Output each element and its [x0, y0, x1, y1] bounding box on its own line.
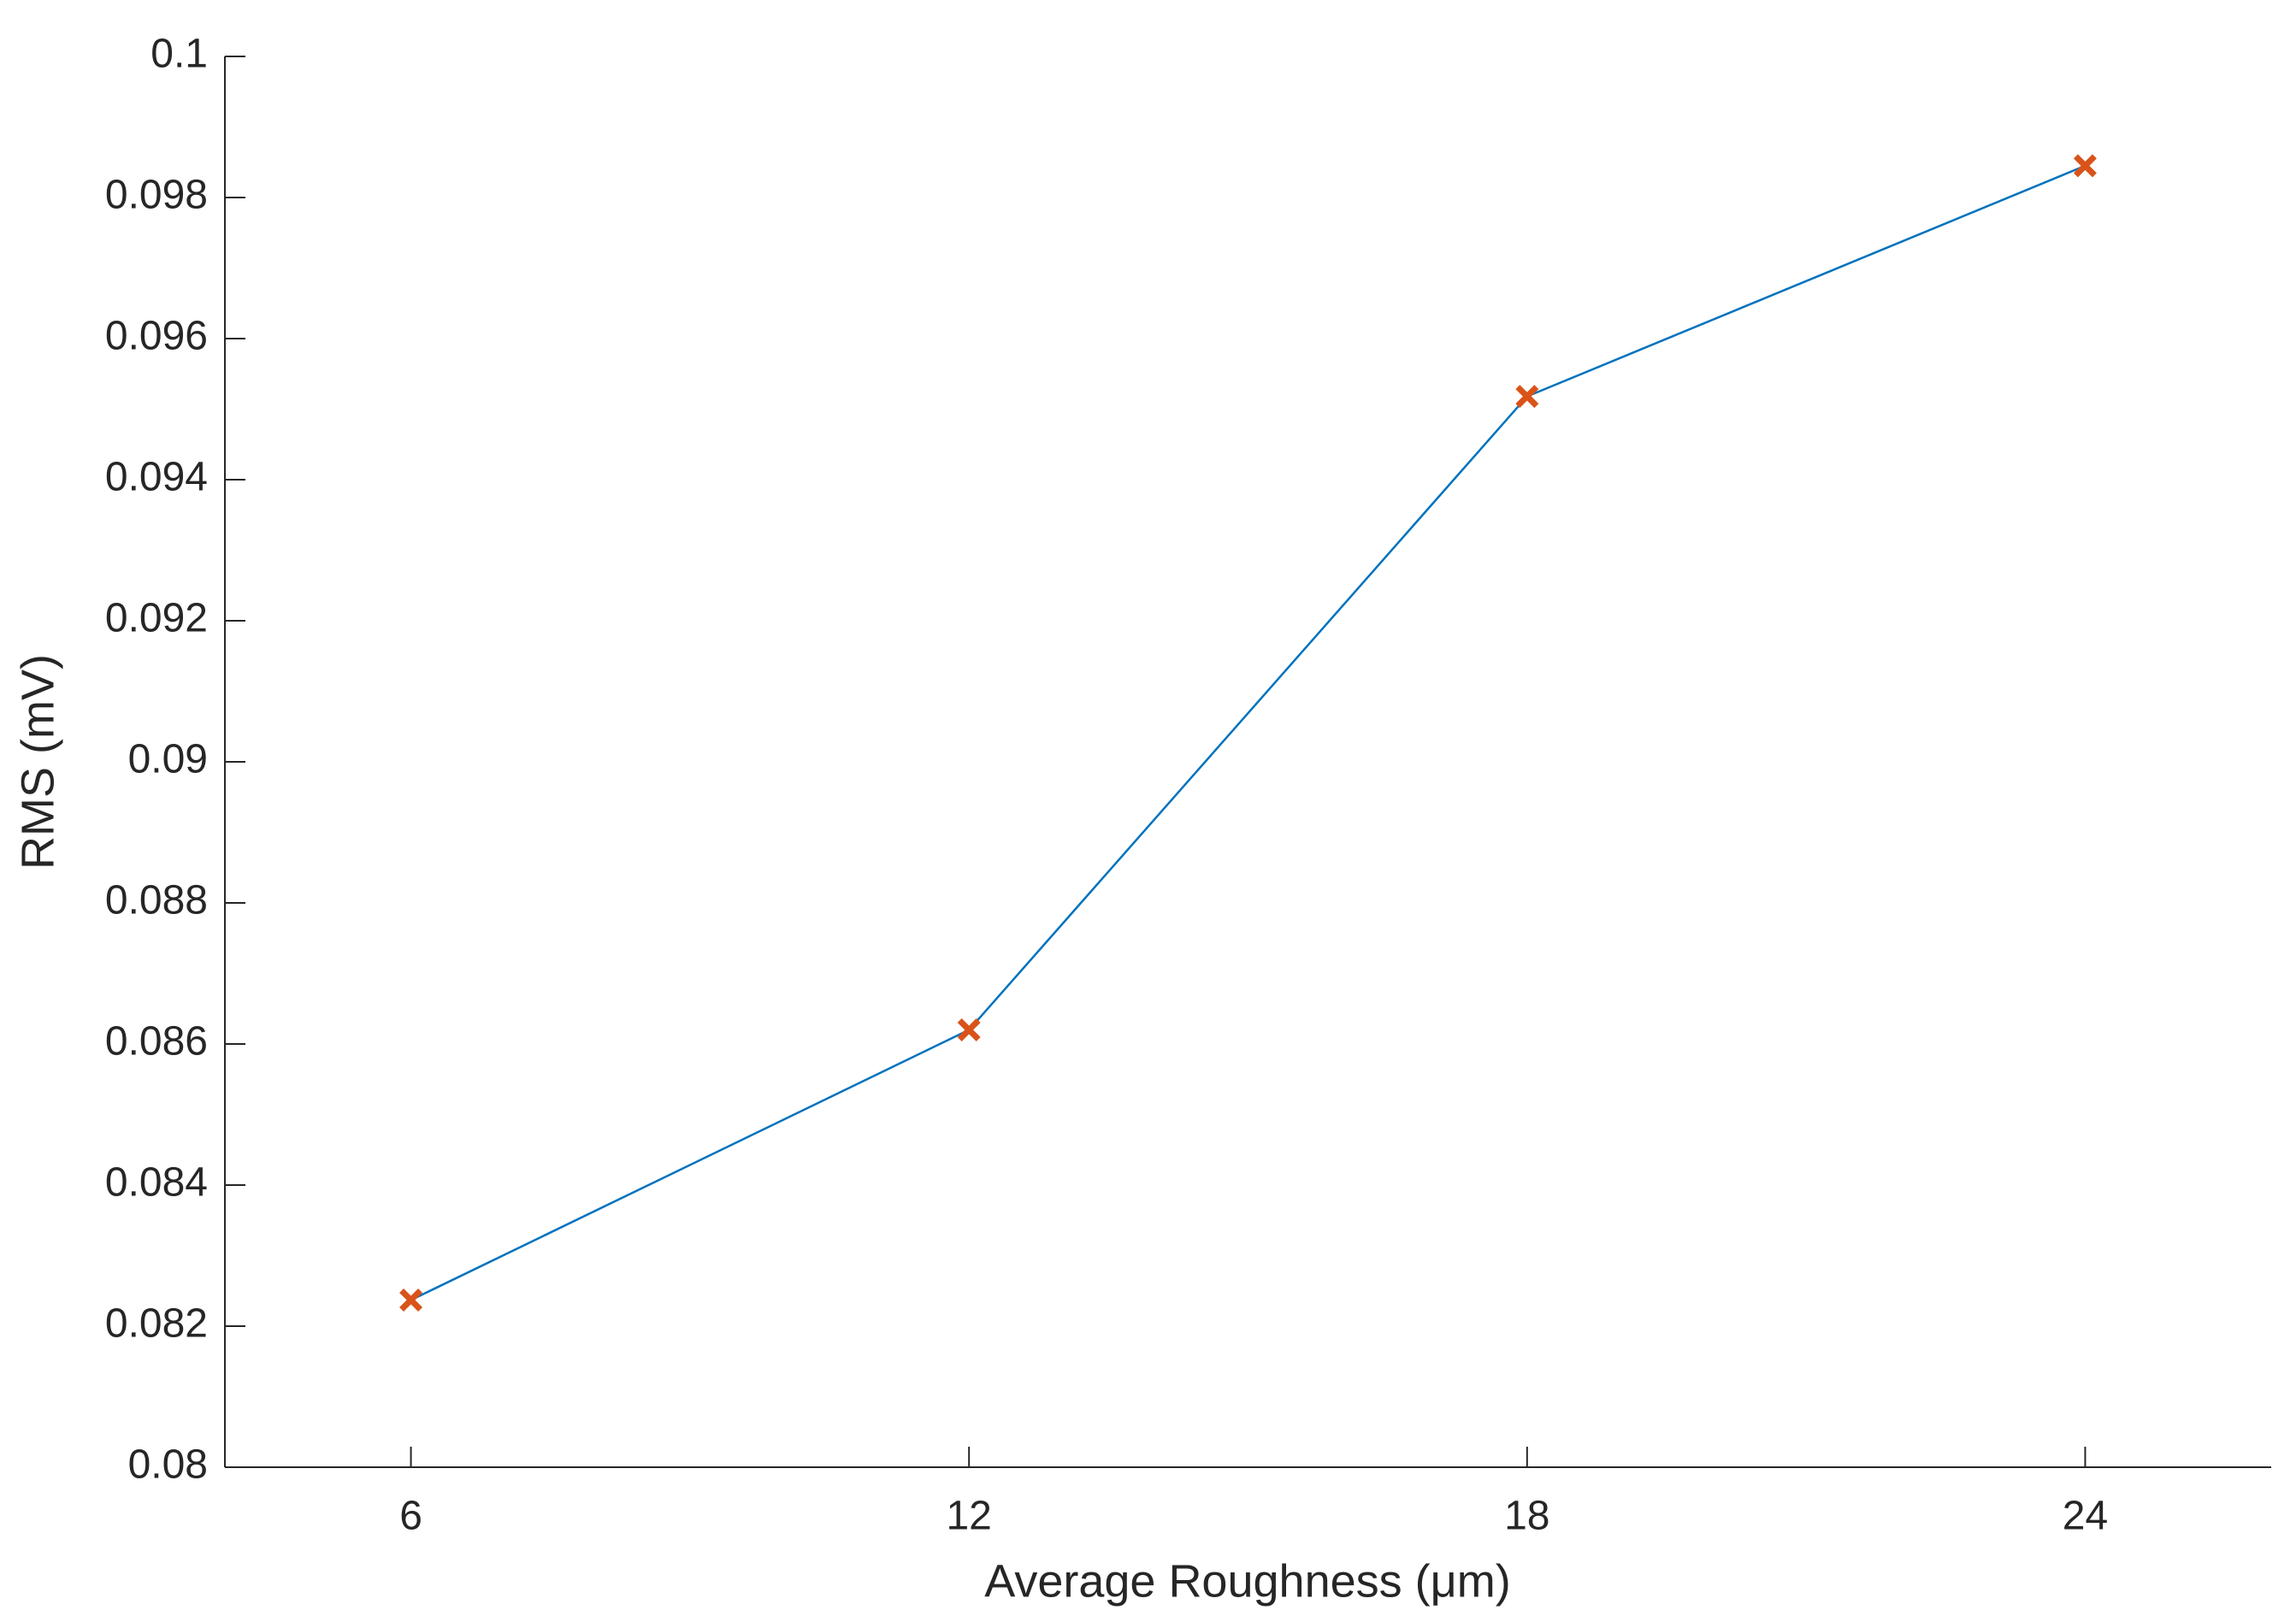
- data-line: [410, 164, 2086, 1301]
- x-tick-label: 18: [1504, 1494, 1549, 1539]
- y-tick-label: 0.094: [105, 455, 208, 500]
- marker: [399, 1288, 423, 1312]
- y-tick-label: 0.096: [105, 314, 208, 359]
- y-tick-label: 0.098: [105, 173, 208, 218]
- marker: [2073, 154, 2097, 178]
- y-tick-label: 0.088: [105, 878, 208, 923]
- y-tick-label: 0.092: [105, 596, 208, 641]
- y-axis-title: RMS (mV): [12, 654, 63, 870]
- marker: [1515, 385, 1539, 409]
- x-tick-label: 6: [399, 1494, 422, 1539]
- x-axis-title: Average Roughness (μm): [984, 1555, 1510, 1607]
- y-tick-label: 0.084: [105, 1160, 208, 1206]
- y-tick-label: 0.08: [128, 1442, 208, 1488]
- x-tick-label: 24: [2063, 1494, 2108, 1539]
- marker: [957, 1018, 981, 1041]
- y-tick-label: 0.086: [105, 1019, 208, 1065]
- x-tick-label: 12: [946, 1494, 991, 1539]
- y-tick-label: 0.082: [105, 1301, 208, 1347]
- y-tick-label: 0.09: [128, 737, 208, 782]
- y-tick-label: 0.1: [151, 32, 208, 77]
